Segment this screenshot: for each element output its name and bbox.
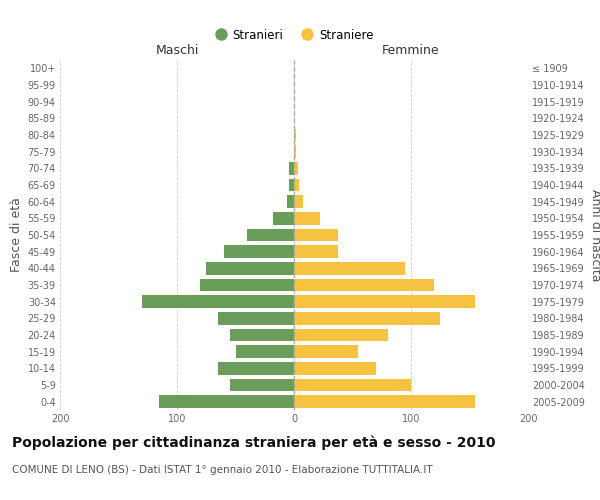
Bar bbox=[224, 246, 294, 258]
Bar bbox=[294, 262, 405, 274]
Bar bbox=[294, 296, 475, 308]
Bar bbox=[273, 212, 294, 224]
Bar bbox=[287, 196, 294, 208]
Bar bbox=[218, 312, 294, 324]
Bar bbox=[294, 196, 304, 208]
Bar bbox=[294, 128, 296, 141]
Text: Popolazione per cittadinanza straniera per età e sesso - 2010: Popolazione per cittadinanza straniera p… bbox=[12, 435, 496, 450]
Bar bbox=[294, 379, 411, 391]
Bar bbox=[289, 179, 294, 191]
Bar bbox=[294, 396, 475, 408]
Bar bbox=[294, 329, 388, 341]
Bar bbox=[247, 229, 294, 241]
Y-axis label: Fasce di età: Fasce di età bbox=[10, 198, 23, 272]
Bar bbox=[294, 312, 440, 324]
Bar bbox=[294, 212, 320, 224]
Y-axis label: Anni di nascita: Anni di nascita bbox=[589, 188, 600, 281]
Bar bbox=[294, 362, 376, 374]
Bar bbox=[218, 362, 294, 374]
Bar bbox=[294, 279, 434, 291]
Bar bbox=[294, 246, 338, 258]
Bar bbox=[294, 346, 358, 358]
Bar bbox=[294, 162, 298, 174]
Bar bbox=[235, 346, 294, 358]
Bar bbox=[230, 379, 294, 391]
Text: Maschi: Maschi bbox=[155, 44, 199, 57]
Bar bbox=[200, 279, 294, 291]
Bar bbox=[230, 329, 294, 341]
Text: COMUNE DI LENO (BS) - Dati ISTAT 1° gennaio 2010 - Elaborazione TUTTITALIA.IT: COMUNE DI LENO (BS) - Dati ISTAT 1° genn… bbox=[12, 465, 433, 475]
Bar bbox=[294, 146, 296, 158]
Bar bbox=[206, 262, 294, 274]
Bar bbox=[294, 229, 338, 241]
Bar bbox=[289, 162, 294, 174]
Bar bbox=[160, 396, 294, 408]
Bar bbox=[294, 179, 299, 191]
Bar bbox=[142, 296, 294, 308]
Text: Femmine: Femmine bbox=[382, 44, 440, 57]
Legend: Stranieri, Straniere: Stranieri, Straniere bbox=[210, 24, 378, 46]
